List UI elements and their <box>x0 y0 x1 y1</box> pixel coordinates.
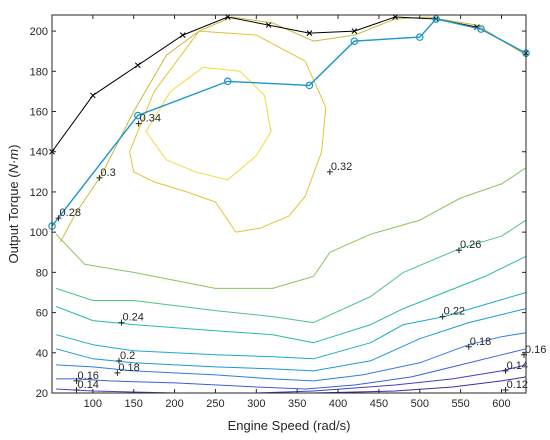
series-1-point-1 <box>134 111 142 120</box>
contour-line-0-2-5 <box>55 308 527 372</box>
x-axis-title: Engine Speed (rad/s) <box>228 418 351 433</box>
plot-frame <box>51 14 527 394</box>
series-0-point-7 <box>351 28 358 34</box>
contour-labels: 0.120.140.140.160.160.180.180.20.220.240… <box>55 113 546 393</box>
x-tick-label-2: 200 <box>165 398 183 410</box>
series-1-point-7 <box>477 25 485 33</box>
contour-label-4: 0.16 <box>525 344 546 356</box>
x-tick-label-4: 300 <box>247 398 265 410</box>
contour-label-13: 0.32 <box>331 161 352 173</box>
y-axis-title-start: Output Torque ( <box>6 173 21 264</box>
x-tick-label-3: 250 <box>206 398 224 410</box>
x-tick-label-10: 600 <box>492 398 510 410</box>
contour-line-0-26-8 <box>55 219 527 324</box>
y-tick-label-5: 120 <box>30 187 48 199</box>
y-tick-label-2: 60 <box>36 308 48 320</box>
contour-label-marker-5 <box>114 369 121 376</box>
series-0-point-3 <box>179 32 186 38</box>
series-0-point-1 <box>90 92 96 99</box>
contour-line-0-22-6 <box>55 292 527 360</box>
contour-line-0-34-12 <box>145 66 272 181</box>
contour-line-0-18-4 <box>56 332 527 382</box>
contour-label-marker-6 <box>465 343 472 350</box>
contour-label-marker-13 <box>326 168 333 175</box>
contour-label-marker-8 <box>439 313 446 320</box>
contour-label-8: 0.22 <box>444 306 465 318</box>
contour-label-12: 0.3 <box>100 167 115 179</box>
contour-label-marker-7 <box>116 357 123 364</box>
contour-line-0-28-9 <box>55 167 527 289</box>
x-tick-label-0: 100 <box>84 398 102 410</box>
series-0-point-2 <box>134 62 141 69</box>
x-tick-label-6: 400 <box>329 398 347 410</box>
y-axis-title-unit: N·m <box>6 149 21 174</box>
y-tick-label-3: 80 <box>36 267 48 279</box>
y-tick-label-4: 100 <box>30 227 48 239</box>
x-tick-label-1: 150 <box>125 398 143 410</box>
series-1-point-3 <box>305 81 314 90</box>
contour-label-7: 0.2 <box>120 350 135 362</box>
contour-label-5: 0.18 <box>118 362 139 374</box>
contour-label-9: 0.24 <box>122 312 143 324</box>
contour-label-marker-0 <box>502 387 509 393</box>
y-tick-label-0: 20 <box>36 388 48 400</box>
x-tick-label-9: 550 <box>451 398 469 410</box>
contour-label-marker-2 <box>502 367 509 374</box>
contour-label-14: 0.34 <box>140 113 161 125</box>
series-1-point-4 <box>350 37 359 45</box>
contour-label-1: 0.14 <box>78 379 99 391</box>
contour-label-0: 0.12 <box>507 379 528 391</box>
y-tick-label-6: 140 <box>30 147 48 159</box>
contour-label-marker-1 <box>73 387 80 393</box>
series-1-point-6 <box>432 15 440 23</box>
contour-label-marker-10 <box>455 247 462 254</box>
contour-label-marker-11 <box>55 215 62 222</box>
y-tick-label-9: 200 <box>30 26 48 38</box>
y-tick-label-7: 160 <box>30 107 48 119</box>
contour-line-0-16-3 <box>56 348 527 390</box>
series-line-1 <box>51 18 527 227</box>
series-1-point-5 <box>415 33 424 41</box>
contour-lines <box>55 16 527 394</box>
contour-line-0-24-7 <box>55 255 527 344</box>
x-tick-label-5: 350 <box>288 398 306 410</box>
y-axis-title: Output Torque (N·m) <box>6 145 21 264</box>
contour-label-3: 0.16 <box>78 370 99 382</box>
x-tick-label-7: 450 <box>370 398 388 410</box>
y-tick-label-8: 180 <box>30 66 48 78</box>
y-tick-label-1: 40 <box>36 348 48 360</box>
contour-line-0-32-11 <box>129 30 327 233</box>
series-0-point-6 <box>306 30 313 36</box>
contour-line-0-12-0 <box>313 376 527 394</box>
contour-line-0-3-10 <box>59 16 527 243</box>
contour-label-10: 0.26 <box>460 239 481 251</box>
contour-label-marker-3 <box>73 377 80 384</box>
series-1-point-2 <box>223 77 232 86</box>
series-0-point-5 <box>265 22 272 28</box>
contour-label-2: 0.14 <box>507 360 528 372</box>
contour-label-marker-9 <box>118 319 125 326</box>
contour-label-marker-12 <box>96 174 103 181</box>
x-tick-label-8: 500 <box>411 398 429 410</box>
axis-ticks: 100 150 200 250 300 350 400 450 500 550 600 20 40 60 8… <box>30 15 526 410</box>
contour-line-0-14-2 <box>313 364 527 392</box>
y-axis-title-end: ) <box>6 145 21 149</box>
contour-label-marker-14 <box>135 120 142 127</box>
contour-label-6: 0.18 <box>470 336 491 348</box>
contour-label-11: 0.28 <box>60 207 81 219</box>
data-series <box>48 14 530 230</box>
